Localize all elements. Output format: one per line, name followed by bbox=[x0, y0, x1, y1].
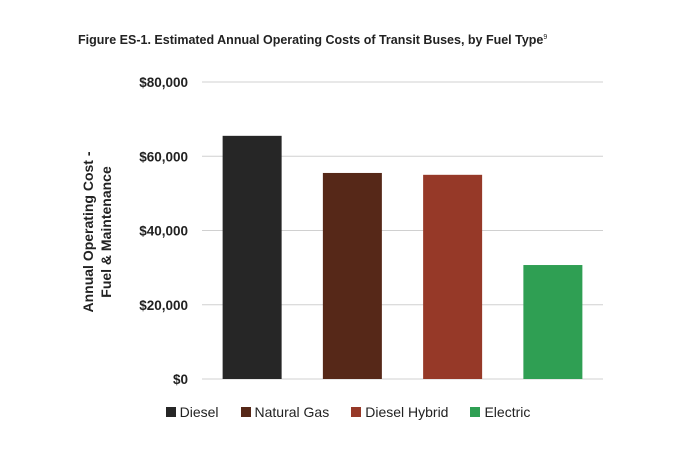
title-footnote: 9 bbox=[543, 33, 548, 41]
bar-electric bbox=[523, 265, 583, 379]
legend: Diesel Natural Gas Diesel Hybrid Electric bbox=[0, 404, 696, 420]
bar-diesel bbox=[222, 135, 282, 379]
y-tick-label: $60,000 bbox=[139, 149, 188, 164]
legend-item-electric: Electric bbox=[470, 404, 530, 420]
legend-item-diesel-hybrid: Diesel Hybrid bbox=[351, 404, 448, 420]
y-axis-label-line2: Fuel & Maintenance bbox=[98, 166, 114, 298]
y-axis-label-line1: Annual Operating Cost - bbox=[80, 151, 96, 312]
legend-item-diesel: Diesel bbox=[165, 404, 219, 420]
y-axis-ticks: $0 $20,000 $40,000 $60,000 $80,000 bbox=[139, 75, 188, 387]
legend-label: Diesel bbox=[179, 404, 219, 420]
legend-swatch bbox=[165, 407, 176, 417]
legend-swatch bbox=[351, 407, 362, 417]
bars bbox=[222, 135, 583, 379]
legend-label: Electric bbox=[484, 404, 531, 420]
legend-label: Natural Gas bbox=[254, 404, 330, 420]
y-tick-label: $20,000 bbox=[139, 298, 188, 313]
legend-swatch bbox=[240, 407, 251, 417]
chart-title: Figure ES-1. Estimated Annual Operating … bbox=[78, 33, 547, 47]
legend-item-natural-gas: Natural Gas bbox=[240, 404, 330, 420]
bar-diesel-hybrid bbox=[423, 174, 483, 379]
legend-swatch bbox=[470, 407, 481, 417]
y-tick-label: $40,000 bbox=[139, 224, 188, 239]
y-tick-label: $80,000 bbox=[139, 75, 188, 90]
y-tick-label: $0 bbox=[173, 372, 188, 387]
chart-title-text: Figure ES-1. Estimated Annual Operating … bbox=[78, 33, 544, 47]
legend-label: Diesel Hybrid bbox=[365, 404, 449, 420]
bar-natural-gas bbox=[322, 172, 382, 379]
